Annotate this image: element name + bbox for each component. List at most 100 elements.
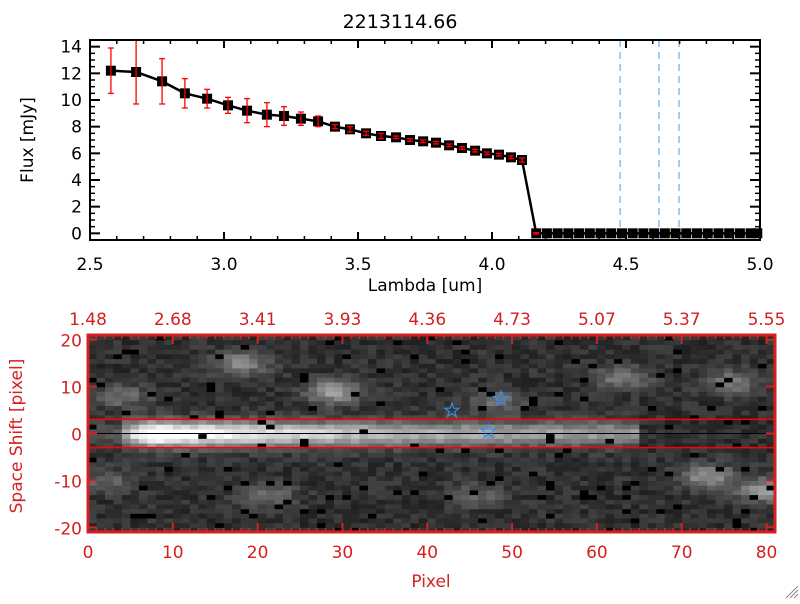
heatmap-cell — [724, 452, 734, 458]
heatmap-cell — [121, 377, 131, 383]
data-point — [574, 228, 585, 239]
heatmap-cell — [571, 499, 581, 505]
heatmap-cell — [698, 475, 708, 481]
heatmap-cell — [639, 513, 649, 519]
heatmap-cell — [605, 438, 615, 444]
heatmap-cell — [749, 414, 759, 420]
heatmap-cell — [418, 358, 428, 364]
heatmap-cell — [189, 363, 199, 369]
heatmap-cell — [198, 405, 208, 411]
heatmap-cell — [435, 475, 445, 481]
heatmap-cell — [257, 353, 267, 360]
heatmap-cell — [529, 452, 539, 458]
heatmap-cell — [596, 386, 606, 392]
heatmap-cell — [537, 442, 547, 449]
heatmap-cell — [495, 381, 505, 388]
heatmap-cell — [427, 499, 437, 505]
heatmap-cell — [461, 367, 471, 374]
heatmap-cell — [732, 405, 742, 411]
heatmap-cell — [418, 508, 428, 514]
heatmap-cell — [715, 513, 725, 519]
heatmap-cell — [215, 335, 225, 341]
heatmap-cell — [308, 410, 318, 416]
heatmap-cell — [554, 452, 564, 458]
heatmap-cell — [512, 522, 522, 528]
heatmap-cell — [300, 480, 310, 486]
heatmap-cell — [478, 405, 488, 411]
heatmap-cell — [664, 424, 674, 430]
heatmap-cell — [444, 499, 454, 505]
error-bar — [281, 106, 288, 126]
heatmap-cell — [613, 381, 623, 388]
heatmap-cell — [138, 433, 148, 439]
heatmap-cell — [724, 396, 734, 402]
heatmap-cell — [164, 428, 174, 435]
heatmap-cell — [478, 391, 488, 397]
heatmap-cell — [155, 391, 165, 397]
heatmap-cell — [138, 410, 148, 416]
heatmap-cell — [291, 344, 301, 350]
heatmap-cell — [300, 508, 310, 514]
heatmap-cell — [630, 527, 640, 533]
heatmap-cell — [291, 405, 301, 411]
heatmap-cell — [215, 433, 225, 439]
heatmap-cell — [630, 386, 640, 392]
heatmap-cell — [105, 494, 115, 500]
heatmap-cell — [469, 438, 479, 444]
heatmap-cell — [495, 485, 505, 491]
heatmap-cell — [283, 466, 293, 472]
heatmap-cell — [579, 367, 589, 374]
heatmap-cell — [520, 489, 530, 496]
heatmap-cell — [529, 447, 539, 453]
heatmap-cell — [732, 442, 742, 449]
heatmap-cell — [749, 428, 759, 435]
heatmap-cell — [690, 475, 700, 481]
heatmap-cell — [435, 386, 445, 392]
heatmap-cell — [478, 527, 488, 533]
heatmap-cell — [512, 386, 522, 392]
heatmap-cell — [172, 452, 182, 458]
heatmap-cell — [766, 522, 776, 528]
heatmap-cell — [715, 419, 725, 425]
heatmap-cell — [571, 344, 581, 350]
heatmap-cell — [690, 386, 700, 392]
heatmap-cell — [147, 508, 157, 514]
heatmap-cell — [605, 457, 615, 463]
heatmap-cell — [240, 442, 250, 449]
heatmap-cell — [690, 381, 700, 388]
heatmap-cell — [478, 461, 488, 467]
heatmap-cell — [274, 396, 284, 402]
heatmap-cell — [741, 438, 751, 444]
heatmap-cell — [749, 508, 759, 514]
heatmap-cell — [164, 513, 174, 519]
heatmap-cell — [452, 461, 462, 467]
heatmap-cell — [232, 405, 242, 411]
heatmap-cell — [681, 489, 691, 496]
heatmap-cell — [342, 396, 352, 402]
heatmap-cell — [359, 377, 369, 383]
heatmap-cell — [393, 424, 403, 430]
heatmap-cell — [613, 358, 623, 364]
heatmap-cell — [732, 414, 742, 420]
heatmap-cell — [155, 522, 165, 528]
heatmap-cell — [732, 438, 742, 444]
heatmap-cell — [520, 358, 530, 364]
heatmap-cell — [690, 466, 700, 472]
heatmap-cell — [418, 527, 428, 533]
x-tick-label: 30 — [332, 543, 354, 563]
heatmap-cell — [630, 438, 640, 444]
heatmap-cell — [334, 367, 344, 374]
heatmap-cell — [291, 367, 301, 374]
heatmap-cell — [96, 428, 106, 435]
heatmap-cell — [198, 494, 208, 500]
heatmap-cell — [334, 489, 344, 496]
heatmap-cell — [673, 414, 683, 420]
heatmap-cell — [350, 466, 360, 472]
heatmap-cell — [554, 475, 564, 481]
heatmap-cell — [223, 391, 233, 397]
resize-grip-icon[interactable] — [785, 585, 799, 599]
heatmap-cell — [113, 339, 123, 345]
heatmap-cell — [486, 522, 496, 528]
heatmap-cell — [579, 517, 589, 524]
heatmap-cell — [88, 485, 98, 491]
